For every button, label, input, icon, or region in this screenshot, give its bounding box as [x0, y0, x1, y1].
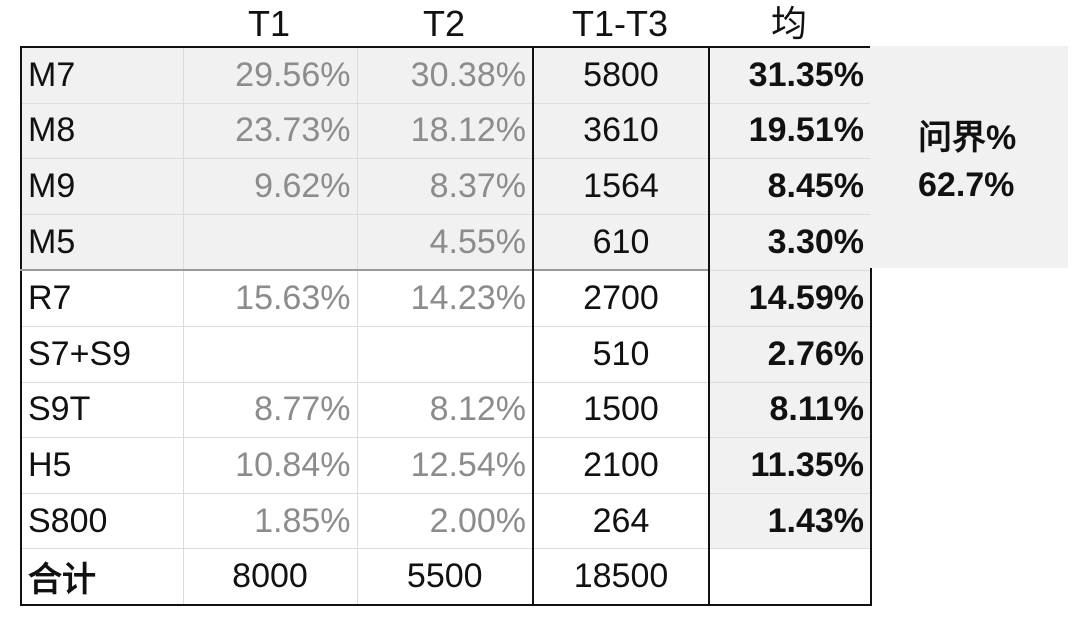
brand-share-label: 问界% — [918, 119, 1017, 157]
t1-share: 10.84% — [183, 437, 358, 494]
model-name: R7 — [21, 269, 184, 327]
t2-share: 8.12% — [357, 382, 534, 439]
t2-share: 2.00% — [357, 493, 534, 550]
header-average: 均 — [770, 3, 807, 44]
t1-share — [183, 214, 358, 271]
t1-t3-total: 2700 — [532, 269, 710, 327]
table-row: S9T 8.77% 8.12% 1500 8.11% — [21, 381, 872, 439]
t2-share: 12.54% — [357, 437, 534, 494]
t1-share — [183, 326, 358, 383]
t1-t3-total: 3610 — [532, 103, 710, 160]
t1-t3-total: 2100 — [532, 437, 710, 494]
model-name: M9 — [21, 158, 184, 215]
t1-share: 9.62% — [183, 158, 358, 215]
sales-share-table: M7 29.56% 30.38% 5800 31.35% M8 23.73% 1… — [20, 46, 872, 606]
total-row: 合计 8000 5500 18500 — [21, 548, 872, 606]
header-t2: T2 — [422, 3, 465, 44]
table-row: S800 1.85% 2.00% 264 1.43% — [21, 492, 872, 550]
brand-share-summary: 问界% 62.7% — [870, 46, 1068, 268]
header-t1-t3: T1-T3 — [571, 3, 668, 44]
t1-t3-grand-total: 18500 — [532, 548, 710, 606]
t1-total: 8000 — [183, 548, 358, 606]
table-row: R7 15.63% 14.23% 2700 14.59% — [21, 269, 872, 327]
t2-share: 30.38% — [357, 47, 534, 104]
t2-share: 8.37% — [357, 158, 534, 215]
average-share: 3.30% — [708, 213, 872, 271]
model-name: S800 — [21, 493, 184, 550]
average-total — [708, 548, 872, 606]
model-name: M8 — [21, 103, 184, 160]
table-row: M9 9.62% 8.37% 1564 8.45% — [21, 158, 872, 215]
table-row: M8 23.73% 18.12% 3610 19.51% — [21, 102, 872, 160]
t1-share: 29.56% — [183, 47, 358, 104]
t1-share: 23.73% — [183, 103, 358, 160]
t2-share: 4.55% — [357, 214, 534, 271]
t1-share: 8.77% — [183, 382, 358, 439]
average-share: 1.43% — [708, 492, 872, 550]
table-row: H5 10.84% 12.54% 2100 11.35% — [21, 437, 872, 494]
t2-total: 5500 — [357, 548, 534, 606]
t1-t3-total: 1500 — [532, 382, 710, 439]
t1-t3-total: 1564 — [532, 158, 710, 215]
table-row: M5 4.55% 610 3.30% — [21, 213, 872, 271]
model-name: M7 — [21, 47, 184, 104]
average-share: 31.35% — [708, 46, 872, 104]
t2-share — [357, 326, 534, 383]
model-name: S7+S9 — [21, 326, 184, 383]
brand-share-value: 62.7% — [918, 166, 1015, 204]
model-name: M5 — [21, 214, 184, 271]
t1-t3-total: 610 — [532, 214, 710, 271]
model-name: H5 — [21, 437, 184, 494]
t1-t3-total: 264 — [532, 493, 710, 550]
average-share: 2.76% — [708, 325, 872, 383]
t1-share: 1.85% — [183, 493, 358, 550]
table-row: M7 29.56% 30.38% 5800 31.35% — [21, 46, 872, 104]
table-row: S7+S9 510 2.76% — [21, 325, 872, 383]
t1-t3-total: 5800 — [532, 47, 710, 104]
t2-share: 14.23% — [357, 269, 534, 327]
t1-t3-total: 510 — [532, 326, 710, 383]
average-share: 11.35% — [708, 437, 872, 494]
model-name: S9T — [21, 382, 184, 439]
average-share: 8.11% — [708, 381, 872, 439]
t1-share: 15.63% — [183, 269, 358, 327]
average-share: 8.45% — [708, 158, 872, 215]
average-share: 14.59% — [708, 269, 872, 327]
header-t1: T1 — [247, 3, 290, 44]
column-header-row: T1 T2 T1-T3 均 — [20, 0, 870, 46]
average-share: 19.51% — [708, 102, 872, 160]
total-label: 合计 — [21, 548, 184, 606]
t2-share: 18.12% — [357, 103, 534, 160]
